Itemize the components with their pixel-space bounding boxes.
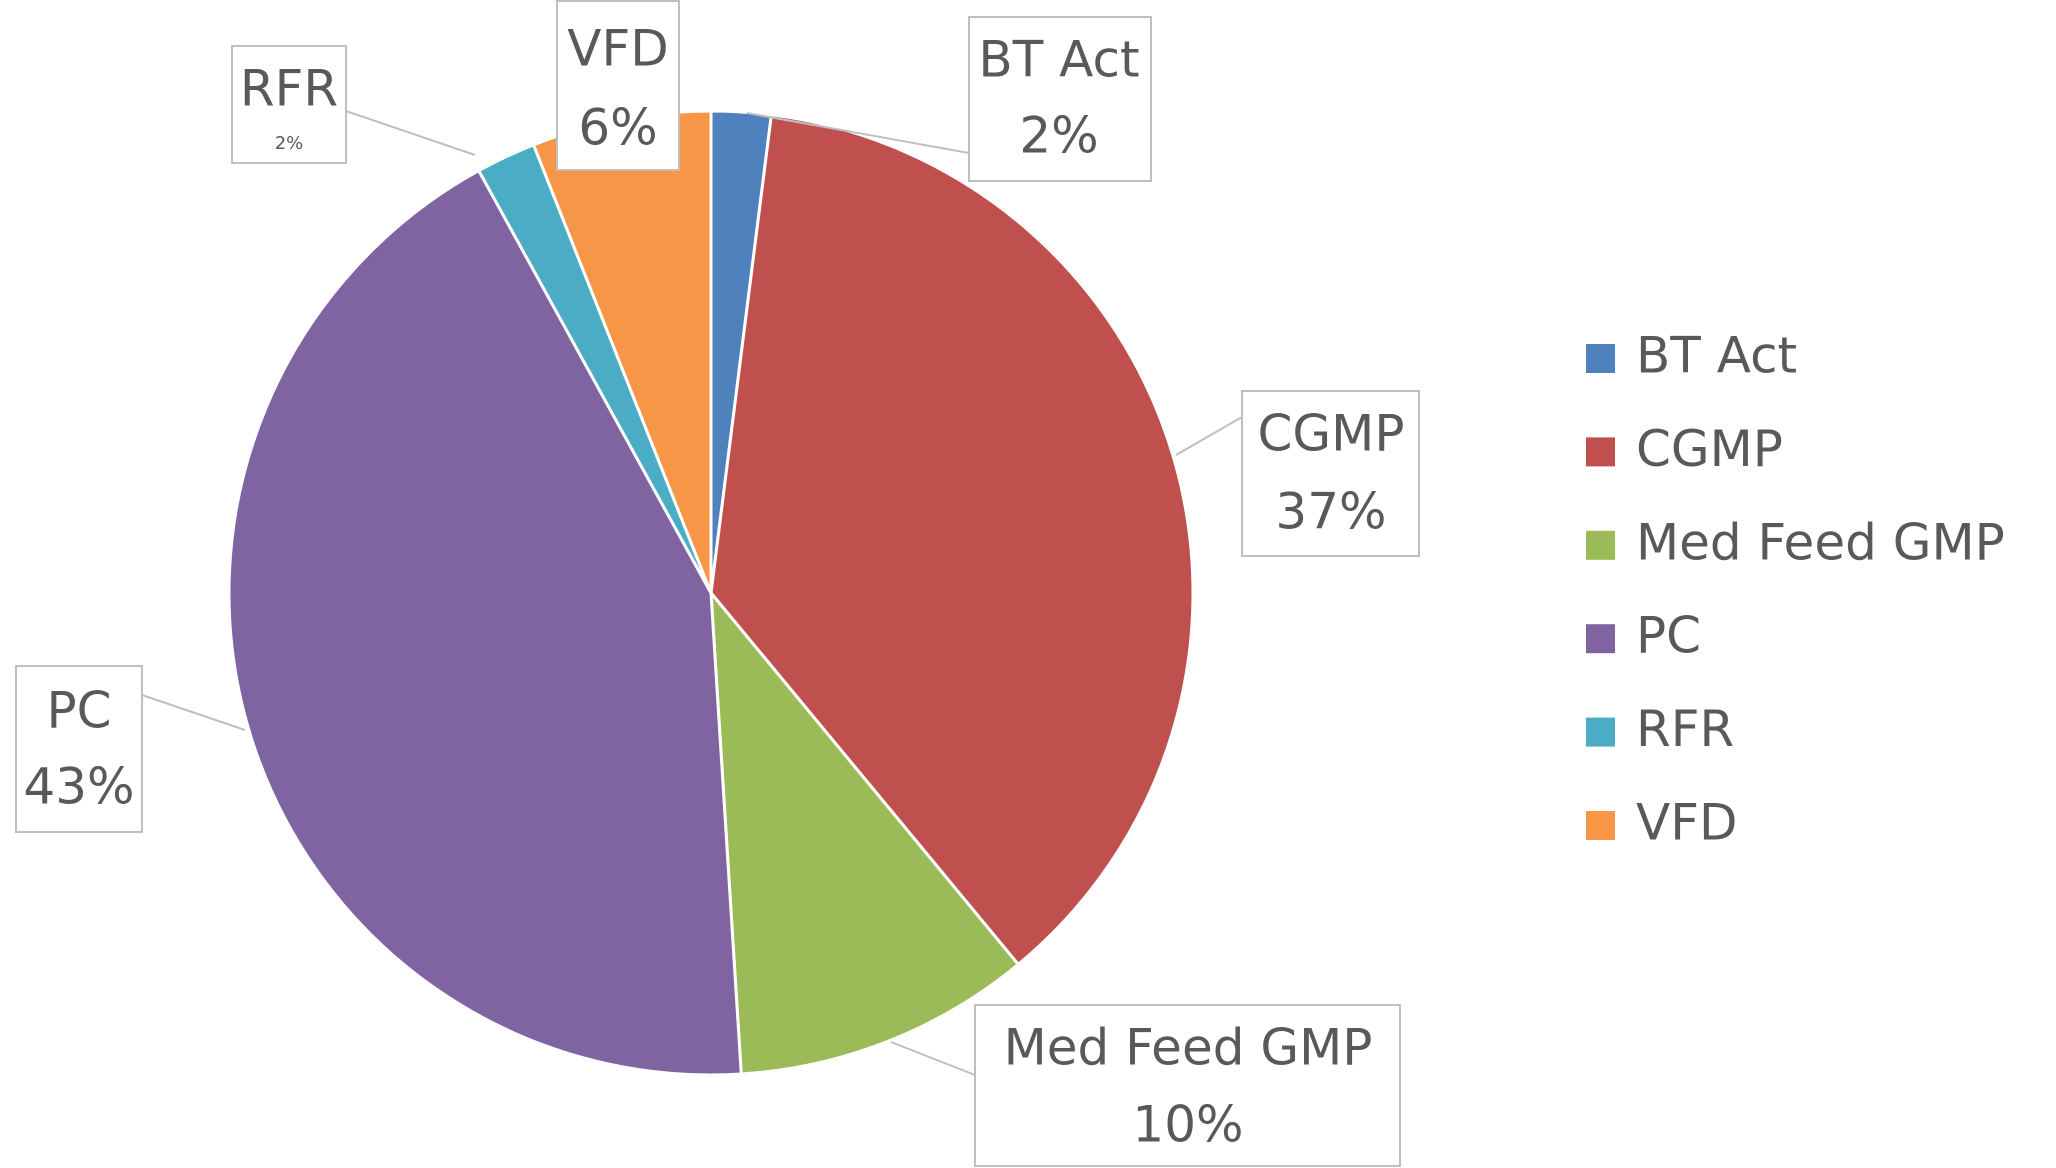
legend-swatch [1586, 530, 1615, 560]
data-label-name: VFD [567, 20, 668, 78]
data-label-value: 6% [578, 99, 657, 157]
data-label-name: RFR [240, 60, 338, 118]
label-box [231, 45, 347, 164]
legend-label: RFR [1636, 700, 1734, 758]
data-label-name: Med Feed GMP [1004, 1019, 1373, 1077]
leader-line [1175, 416, 1243, 456]
pie-slice [709, 588, 1021, 1076]
data-label-name: PC [46, 682, 111, 740]
legend-label: PC [1636, 607, 1701, 665]
pie-slice [709, 113, 1195, 967]
legend-label: CGMP [1636, 420, 1783, 478]
leader-line [345, 110, 476, 156]
label-box [1241, 390, 1420, 557]
label-box [974, 1004, 1401, 1167]
leader-line [746, 112, 970, 154]
data-label-name: BT Act [978, 31, 1139, 89]
legend-swatch [1586, 437, 1615, 467]
legend-swatch [1586, 344, 1615, 373]
legend-swatch [1586, 717, 1615, 747]
leader-line [890, 1041, 976, 1076]
data-label-value: 10% [1132, 1096, 1243, 1154]
data-label-name: CGMP [1258, 405, 1405, 463]
data-label-value: 2% [1019, 107, 1098, 165]
label-box [15, 665, 143, 833]
label-box [556, 0, 680, 171]
data-label-value: 37% [1275, 483, 1386, 541]
label-box [968, 16, 1152, 182]
legend-swatch [1586, 811, 1615, 840]
leader-line [141, 694, 246, 731]
data-label-value: 43% [23, 758, 134, 816]
legend-label: VFD [1636, 794, 1737, 852]
legend-label: BT Act [1636, 327, 1797, 385]
legend-swatch [1586, 624, 1615, 654]
legend-label: Med Feed GMP [1636, 513, 2005, 571]
data-label-value: 2% [275, 133, 304, 154]
pie-slice [227, 168, 743, 1077]
